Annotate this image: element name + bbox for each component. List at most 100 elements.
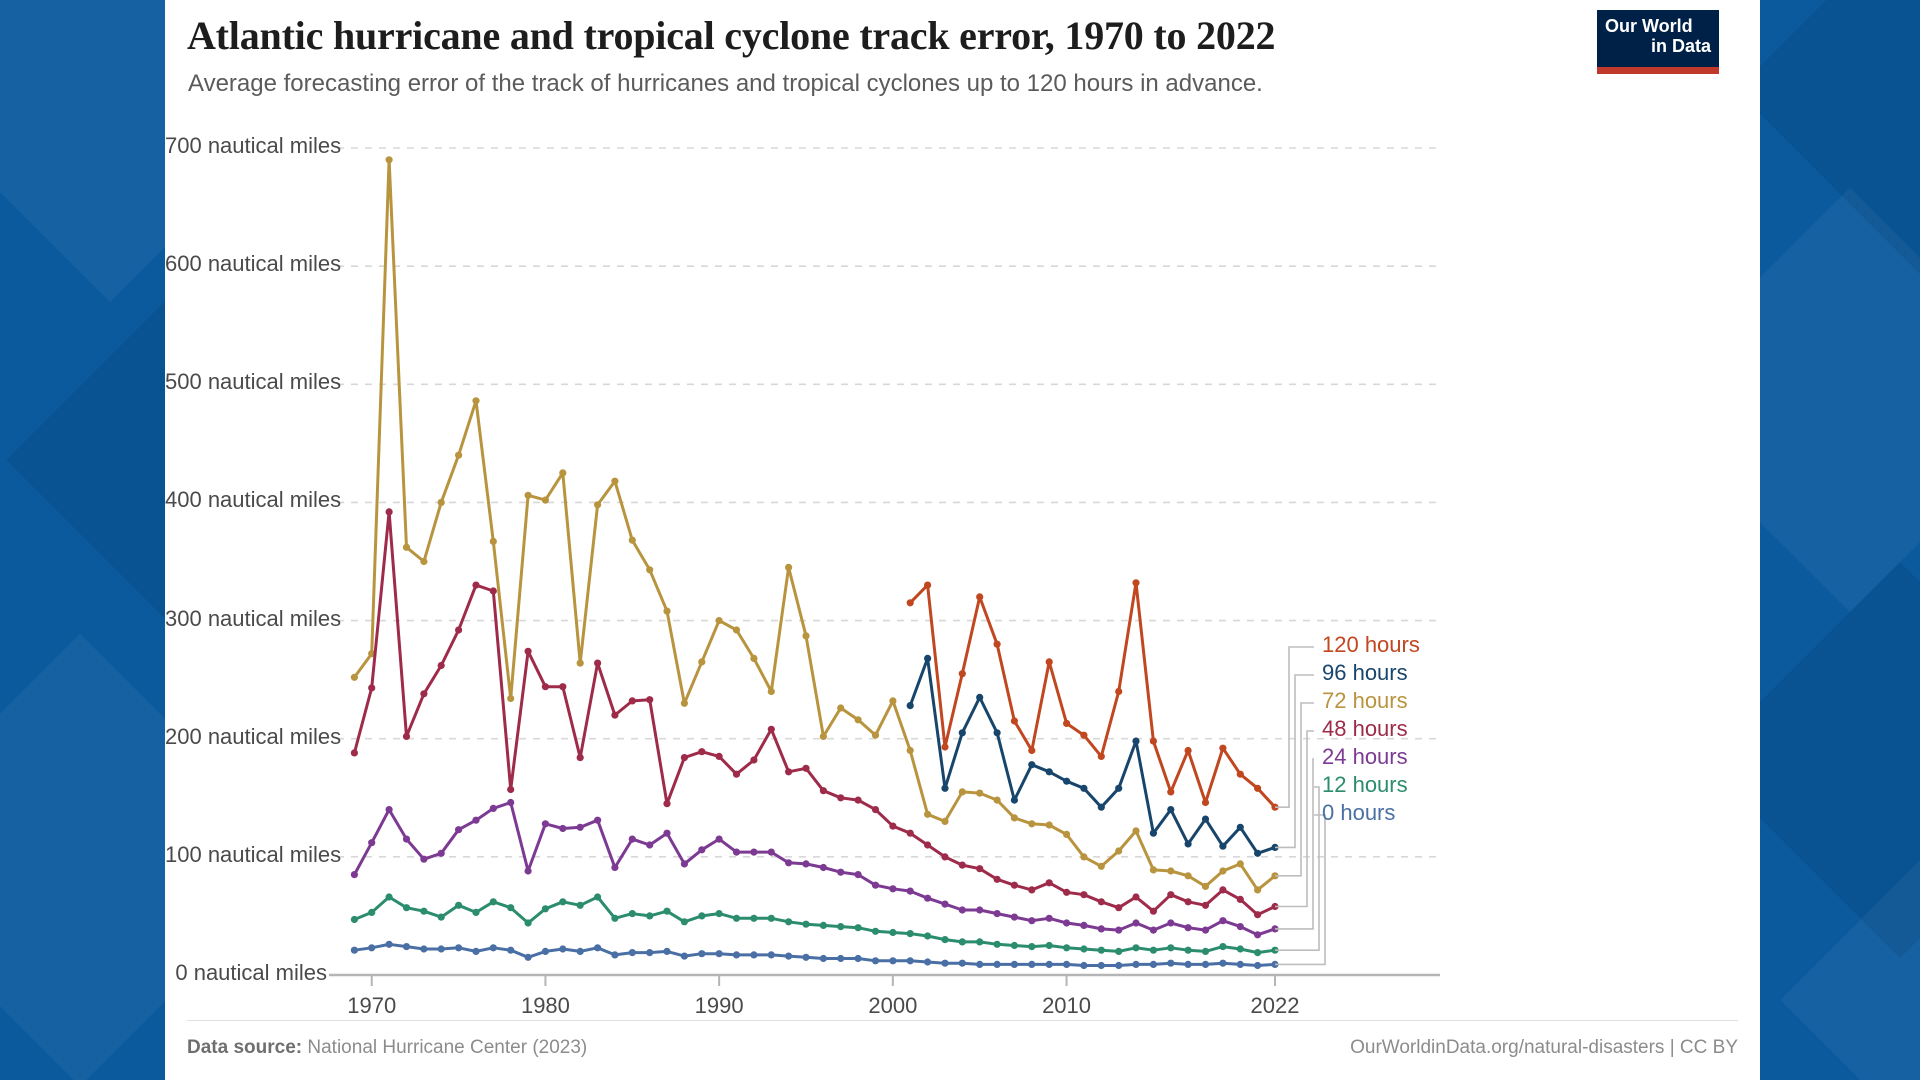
- data-point: [698, 912, 706, 920]
- data-point: [871, 806, 880, 814]
- series-12-hours[interactable]: [350, 893, 1279, 957]
- data-point: [750, 951, 758, 959]
- data-point: [802, 920, 810, 928]
- data-point: [889, 885, 897, 893]
- data-point: [1184, 960, 1192, 969]
- data-point: [924, 581, 932, 589]
- data-point: [1080, 853, 1088, 861]
- legend-label-24-hours[interactable]: 24 hours: [1322, 744, 1408, 769]
- data-point: [1115, 784, 1123, 792]
- data-point: [368, 839, 376, 847]
- data-point: [628, 949, 636, 957]
- data-point: [402, 543, 411, 551]
- x-axis-tick-label: 2000: [868, 993, 918, 1018]
- x-axis-tick-label: 2022: [1250, 993, 1300, 1018]
- legend-label-120-hours[interactable]: 120 hours: [1322, 632, 1420, 657]
- data-point: [819, 921, 828, 930]
- data-point: [1010, 913, 1019, 921]
- data-point: [941, 743, 949, 751]
- series-96-hours[interactable]: [906, 654, 1279, 857]
- attribution[interactable]: OurWorldinData.org/natural-disasters | C…: [1350, 1037, 1738, 1058]
- legend-label-0-hours[interactable]: 0 hours: [1322, 800, 1396, 825]
- data-point: [976, 960, 984, 969]
- data-point: [941, 817, 949, 826]
- data-point: [541, 820, 549, 828]
- data-point: [906, 930, 914, 938]
- data-point: [871, 731, 880, 739]
- data-point: [767, 951, 775, 959]
- data-point: [472, 397, 480, 405]
- legend-label-12-hours[interactable]: 12 hours: [1322, 772, 1408, 797]
- data-point: [819, 863, 828, 872]
- data-point: [680, 754, 689, 762]
- data-point: [1080, 891, 1088, 899]
- data-point: [924, 958, 932, 966]
- data-point: [1080, 961, 1088, 970]
- data-point: [472, 908, 480, 917]
- data-point: [1236, 923, 1244, 931]
- data-point: [1184, 924, 1192, 932]
- data-point: [1080, 731, 1088, 739]
- legend-label-48-hours[interactable]: 48 hours: [1322, 716, 1408, 741]
- data-point: [455, 901, 463, 909]
- data-point: [941, 900, 949, 908]
- data-point: [402, 835, 411, 843]
- data-source-value: National Hurricane Center (2023): [307, 1037, 588, 1058]
- data-point: [402, 943, 411, 951]
- legend-connector: [1275, 814, 1326, 966]
- data-point: [489, 944, 497, 952]
- data-point: [646, 912, 654, 920]
- data-point: [1254, 911, 1262, 919]
- data-point: [767, 725, 775, 733]
- data-point: [785, 859, 793, 867]
- data-point: [1115, 847, 1123, 855]
- data-point: [611, 711, 619, 719]
- data-point: [541, 947, 549, 956]
- data-point: [1167, 944, 1175, 952]
- data-point: [559, 824, 567, 833]
- data-point: [1201, 926, 1210, 934]
- chart-card: Atlantic hurricane and tropical cyclone …: [165, 0, 1760, 1080]
- series-line: [352, 801, 1277, 937]
- data-point: [958, 959, 966, 967]
- series-24-hours[interactable]: [350, 798, 1279, 939]
- owid-logo[interactable]: Our World in Data: [1597, 10, 1719, 74]
- data-point: [941, 959, 949, 967]
- series-120-hours[interactable]: [906, 579, 1279, 811]
- data-point: [976, 789, 984, 797]
- data-point: [1201, 960, 1210, 969]
- legend-label-96-hours[interactable]: 96 hours: [1322, 660, 1408, 685]
- y-axis-tick-label: 100 nautical miles: [165, 841, 342, 867]
- data-point: [1097, 862, 1105, 870]
- data-point: [368, 684, 376, 692]
- data-point: [993, 960, 1001, 969]
- y-axis-tick-label: 200 nautical miles: [165, 723, 342, 749]
- data-point: [576, 659, 584, 667]
- data-point: [924, 654, 932, 663]
- data-point: [576, 823, 584, 831]
- data-point: [837, 923, 845, 931]
- series-72-hours[interactable]: [350, 156, 1279, 894]
- data-point: [663, 907, 671, 915]
- data-point: [819, 787, 828, 795]
- data-point: [1045, 960, 1053, 969]
- series-48-hours[interactable]: [350, 508, 1279, 919]
- data-point: [472, 816, 480, 824]
- data-source-label: Data source:: [187, 1037, 303, 1058]
- data-point: [958, 906, 966, 914]
- legend-label-72-hours[interactable]: 72 hours: [1322, 688, 1408, 713]
- data-point: [941, 936, 949, 944]
- data-point: [507, 904, 515, 912]
- data-point: [594, 893, 602, 901]
- data-point: [1201, 798, 1210, 807]
- data-point: [420, 945, 428, 953]
- data-point: [1236, 823, 1244, 831]
- data-point: [732, 914, 741, 922]
- data-point: [541, 683, 549, 691]
- data-point: [1184, 898, 1192, 906]
- series-line: [352, 158, 1277, 892]
- data-point: [1010, 941, 1019, 950]
- data-point: [611, 477, 619, 485]
- data-point: [1132, 893, 1140, 901]
- series-0-hours[interactable]: [350, 940, 1279, 970]
